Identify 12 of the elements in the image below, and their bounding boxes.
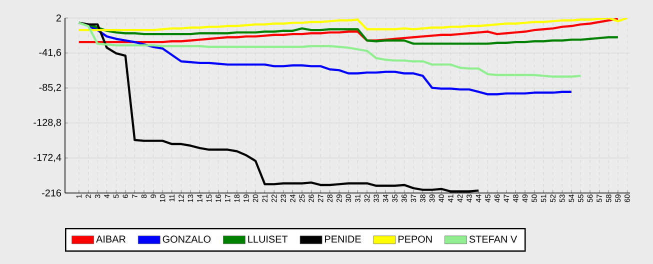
y-tick-label: -216 — [42, 189, 62, 197]
y-tick-label: -172,4 — [34, 154, 62, 162]
legend-label: STEFAN V — [469, 236, 518, 243]
y-tick-label: -128,8 — [34, 118, 62, 128]
legend-label: PENIDE — [325, 236, 361, 243]
legend-label: AIBAR — [96, 236, 126, 243]
legend-label: LLUISET — [248, 236, 288, 243]
legend-label: GONZALO — [162, 236, 211, 243]
y-tick-label: 2 — [56, 14, 61, 22]
y-tick-label: -85,2 — [39, 84, 61, 92]
legend-label: PEPON — [398, 236, 432, 243]
y-tick-label: -41,6 — [39, 48, 62, 58]
